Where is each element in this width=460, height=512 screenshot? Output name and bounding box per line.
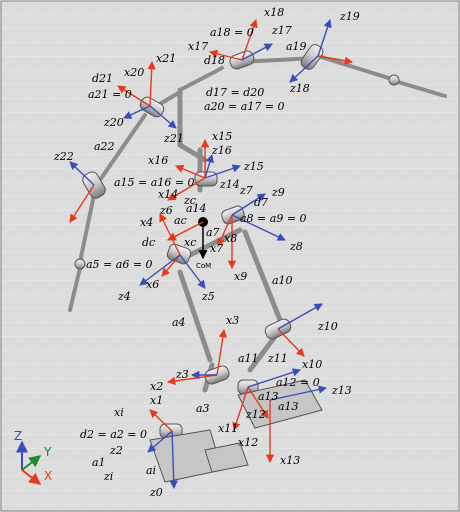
label-z12: z12	[245, 408, 266, 421]
label-x20: x20	[124, 66, 144, 79]
label-a13: a13	[258, 390, 279, 403]
label-a15-eq: a15 = a16 = 0	[114, 176, 195, 189]
label-a19: a19	[286, 40, 307, 53]
label-dc: dc	[142, 236, 155, 249]
label-ac: ac	[174, 214, 187, 227]
label-z3: z3	[175, 368, 189, 381]
label-x16: x16	[148, 154, 168, 167]
label-a5-eq: a5 = a6 = 0	[86, 258, 153, 271]
label-z7: z7	[239, 184, 253, 197]
label-z16: z16	[211, 144, 232, 157]
label-a22: a22	[94, 140, 115, 153]
label-x2: x2	[150, 380, 163, 393]
label-z15: z15	[243, 160, 264, 173]
label-z10: z10	[317, 320, 338, 333]
label-x8: x8	[224, 232, 237, 245]
label-x4: x4	[140, 216, 153, 229]
label-x17: x17	[188, 40, 208, 53]
label-a8-eq: a8 = a9 = 0	[240, 212, 307, 225]
label-x9: x9	[234, 270, 247, 283]
z-axes	[69, 19, 332, 490]
label-a18-eq: a18 = 0	[210, 26, 254, 39]
label-x15: x15	[212, 130, 232, 143]
label-xi: xi	[114, 406, 124, 419]
label-com: CoM	[196, 262, 211, 270]
label-z4: z4	[117, 290, 131, 303]
label-a14: a14	[186, 202, 207, 215]
label-z22: z22	[53, 150, 74, 163]
label-zc: zc	[183, 194, 196, 207]
label-z17: z17	[271, 24, 292, 37]
coordinate-triad: Z Y X	[14, 429, 52, 485]
label-z6: z6	[159, 204, 173, 217]
label-a12-eq: a12 = 0	[276, 376, 320, 389]
label-a21-eq: a21 = 0	[88, 88, 132, 101]
label-a10: a10	[272, 274, 293, 287]
label-z2: z2	[109, 444, 123, 457]
label-d18: d18	[204, 54, 225, 67]
label-d2-eq: d2 = a2 = 0	[80, 428, 147, 441]
label-z9: z9	[271, 186, 285, 199]
label-z20: z20	[103, 116, 124, 129]
label-z21: z21	[163, 132, 184, 145]
label-x3: x3	[226, 314, 239, 327]
label-z5: z5	[201, 290, 215, 303]
label-z11: z11	[267, 352, 288, 365]
label-ai: ai	[146, 464, 156, 477]
label-xc: xc	[184, 236, 196, 249]
label-x13: x13	[280, 454, 300, 467]
label-z14: z14	[219, 178, 240, 191]
label-d17-eq: d17 = d20	[206, 86, 264, 99]
label-x7: x7	[210, 242, 223, 255]
label-z8: z8	[289, 240, 303, 253]
feet	[149, 379, 323, 483]
label-z18: z18	[289, 82, 310, 95]
label-zi: zi	[103, 470, 113, 483]
label-d21: d21	[92, 72, 113, 85]
label-a3: a3	[196, 402, 210, 415]
label-x11: x11	[218, 422, 238, 435]
triad-z-label: Z	[14, 429, 22, 443]
triad-x-label: X	[44, 469, 52, 483]
label-x14: x14	[158, 188, 178, 201]
label-d7: d7	[254, 196, 268, 209]
label-z19: z19	[339, 10, 360, 23]
label-x6: x6	[146, 278, 159, 291]
label-x10: x10	[302, 358, 322, 371]
triad-y-label: Y	[43, 445, 52, 459]
label-x12: x12	[238, 436, 258, 449]
label-x21: x21	[156, 52, 176, 65]
label-a11: a11	[238, 352, 259, 365]
label-x18: x18	[264, 6, 284, 19]
label-a4: a4	[172, 316, 186, 329]
label-a20-eq: a20 = a17 = 0	[204, 100, 285, 113]
label-a13b: a13	[278, 400, 299, 413]
label-z13: z13	[331, 384, 352, 397]
label-x1: x1	[150, 394, 163, 407]
center-of-mass	[166, 217, 208, 260]
label-a1: a1	[92, 456, 106, 469]
label-a7: a7	[206, 226, 220, 239]
label-z0: z0	[149, 486, 163, 499]
x-axes	[69, 19, 354, 464]
